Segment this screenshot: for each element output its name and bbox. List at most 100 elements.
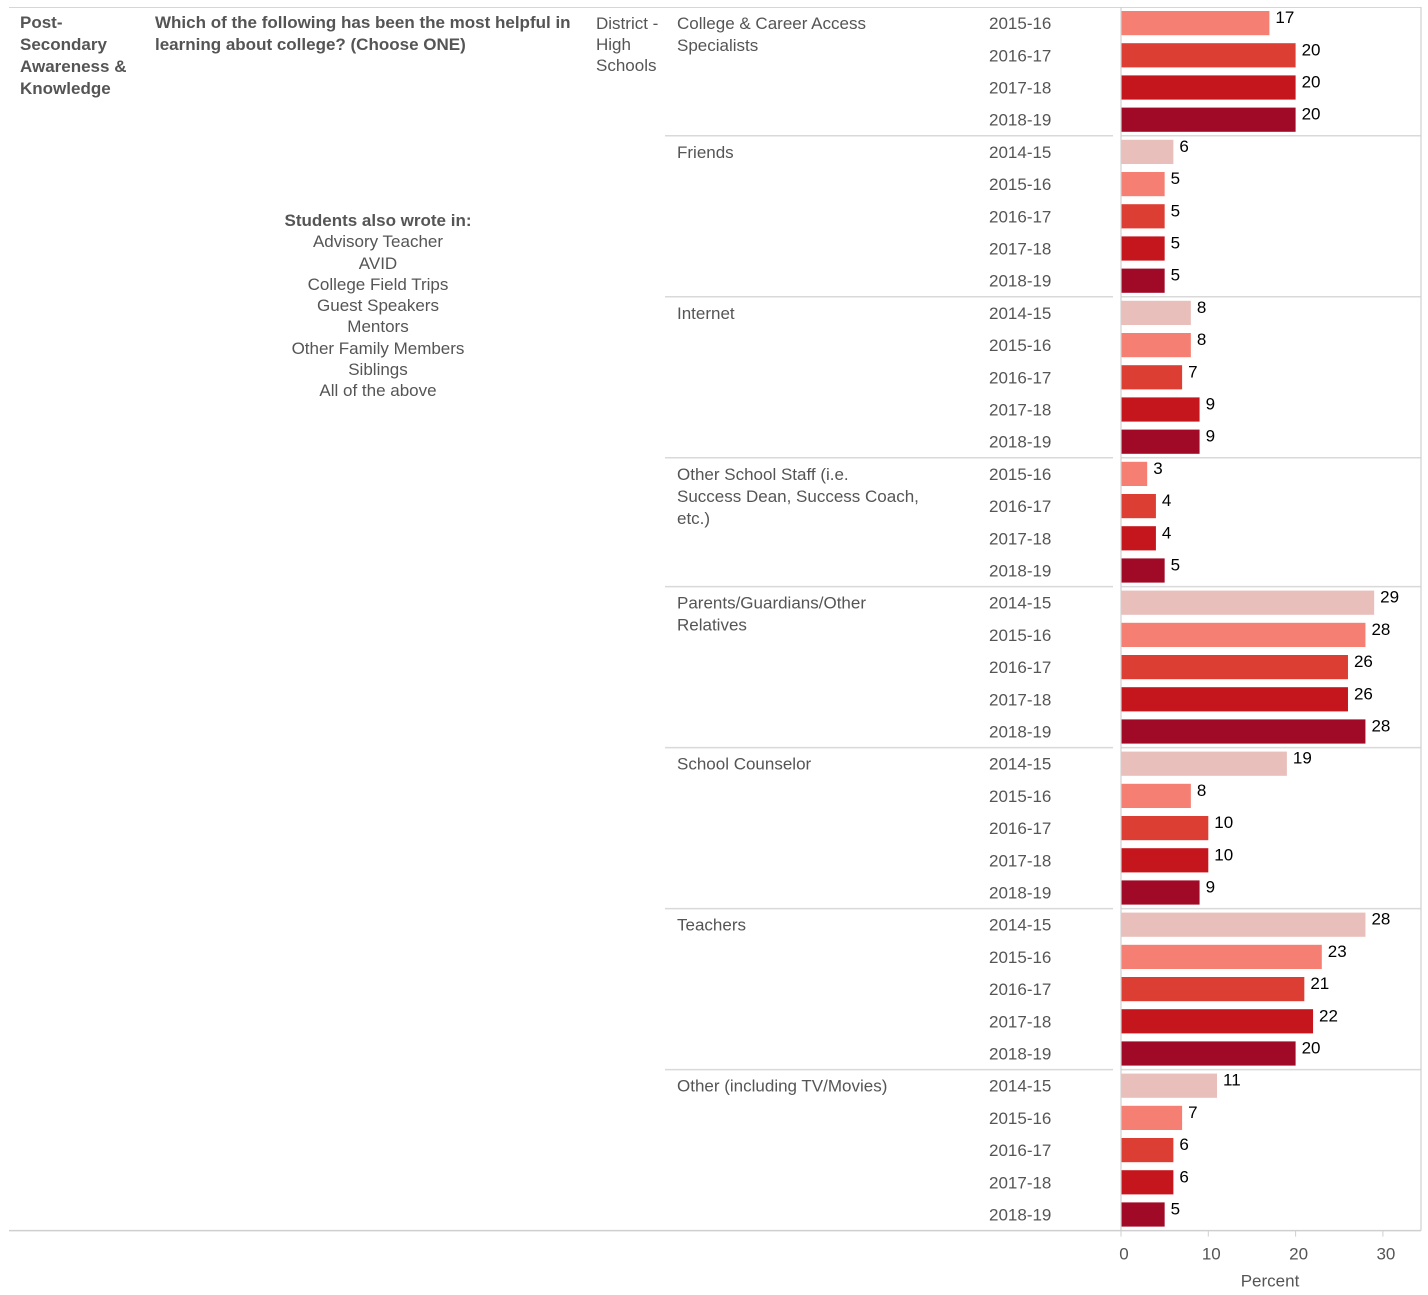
year-label: 2016-17	[989, 658, 1051, 677]
write-in-title: Students also wrote in:	[284, 211, 472, 230]
value-label: 8	[1197, 298, 1206, 317]
value-label: 6	[1179, 1135, 1188, 1154]
bar	[1121, 1009, 1314, 1034]
bar	[1121, 236, 1165, 261]
value-label: 5	[1171, 556, 1180, 575]
bar	[1121, 622, 1366, 647]
bar	[1121, 1105, 1183, 1130]
value-label: 5	[1171, 1200, 1180, 1219]
value-label: 5	[1171, 266, 1180, 285]
year-label: 2015-16	[989, 1109, 1051, 1128]
x-axis-label: Percent	[1241, 1272, 1300, 1290]
year-label: 2018-19	[989, 111, 1051, 130]
year-label: 2014-15	[989, 304, 1051, 323]
bar	[1121, 655, 1348, 680]
bar	[1121, 590, 1375, 615]
bar	[1121, 751, 1287, 776]
write-in-item: Other Family Members	[291, 338, 465, 358]
year-label: 2014-15	[989, 755, 1051, 774]
write-in-item: Mentors	[347, 317, 409, 337]
value-label: 9	[1206, 427, 1215, 446]
value-label: 5	[1171, 169, 1180, 188]
year-label: 2018-19	[989, 562, 1051, 581]
year-label: 2018-19	[989, 433, 1051, 452]
bar	[1121, 1170, 1174, 1195]
value-label: 22	[1319, 1006, 1338, 1025]
bar	[1121, 880, 1200, 905]
value-label: 23	[1328, 942, 1347, 961]
x-tick-label: 0	[1119, 1245, 1128, 1264]
value-label: 29	[1380, 588, 1399, 607]
bar	[1121, 687, 1348, 712]
year-label: 2017-18	[989, 529, 1051, 548]
year-label: 2016-17	[989, 980, 1051, 999]
value-label: 4	[1162, 491, 1171, 510]
bar	[1121, 816, 1209, 841]
value-label: 11	[1223, 1071, 1241, 1090]
year-label: 2016-17	[989, 819, 1051, 838]
write-in-item: College Field Trips	[307, 274, 449, 294]
bar	[1121, 1138, 1174, 1163]
year-label: 2018-19	[989, 1206, 1051, 1225]
write-in-item: AVID	[358, 253, 398, 273]
bar	[1121, 139, 1174, 164]
year-label: 2015-16	[989, 948, 1051, 967]
category-label: School Counselor	[677, 755, 812, 774]
year-label: 2014-15	[989, 143, 1051, 162]
category-label: Other School Staff (i.e. Success Dean, Su…	[677, 465, 919, 528]
year-label: 2017-18	[989, 401, 1051, 420]
year-label: 2016-17	[989, 368, 1051, 387]
x-tick-label: 30	[1376, 1245, 1395, 1264]
value-label: 9	[1206, 395, 1215, 414]
category-label: Parents/Guardians/Other Relatives	[677, 594, 866, 635]
year-label: 2017-18	[989, 240, 1051, 259]
bar	[1121, 494, 1156, 519]
year-label: 2018-19	[989, 723, 1051, 742]
bar	[1121, 107, 1296, 132]
value-label: 9	[1206, 878, 1215, 897]
bar	[1121, 11, 1270, 36]
year-label: 2016-17	[989, 207, 1051, 226]
year-label: 2017-18	[989, 851, 1051, 870]
value-label: 21	[1310, 974, 1329, 993]
bar	[1121, 944, 1322, 969]
value-label: 8	[1197, 781, 1206, 800]
bar	[1121, 333, 1191, 358]
write-in-item: Siblings	[348, 360, 408, 380]
question-label: Which of the following has been the most…	[155, 13, 571, 54]
write-in-item: Advisory Teacher	[312, 232, 444, 252]
bar	[1121, 1202, 1165, 1227]
year-label: 2015-16	[989, 787, 1051, 806]
year-label: 2015-16	[989, 336, 1051, 355]
write-in-item: Guest Speakers	[317, 296, 439, 316]
bar	[1121, 558, 1165, 583]
value-label: 5	[1171, 234, 1180, 253]
category-label: Friends	[677, 143, 734, 162]
category-label: College & Career Access Specialists	[677, 14, 866, 55]
bar	[1121, 429, 1200, 454]
year-label: 2015-16	[989, 14, 1051, 33]
year-label: 2016-17	[989, 1141, 1051, 1160]
value-label: 19	[1293, 749, 1312, 768]
group-label: District - High Schools	[596, 14, 659, 75]
year-label: 2017-18	[989, 1012, 1051, 1031]
bar	[1121, 172, 1165, 197]
x-tick-label: 10	[1202, 1245, 1221, 1264]
top-border	[9, 7, 1421, 8]
year-label: 2018-19	[989, 884, 1051, 903]
section-label: Post-Secondary Awareness & Knowledge	[20, 13, 127, 98]
bar	[1121, 1073, 1218, 1098]
bar	[1121, 43, 1296, 68]
year-label: 2014-15	[989, 1077, 1051, 1096]
value-label: 8	[1197, 330, 1206, 349]
bar	[1121, 204, 1165, 229]
year-label: 2014-15	[989, 916, 1051, 935]
value-label: 26	[1354, 684, 1373, 703]
value-label: 20	[1302, 73, 1321, 92]
bar	[1121, 461, 1148, 486]
category-label: Other (including TV/Movies)	[677, 1077, 887, 1096]
bar	[1121, 912, 1366, 937]
year-label: 2014-15	[989, 594, 1051, 613]
